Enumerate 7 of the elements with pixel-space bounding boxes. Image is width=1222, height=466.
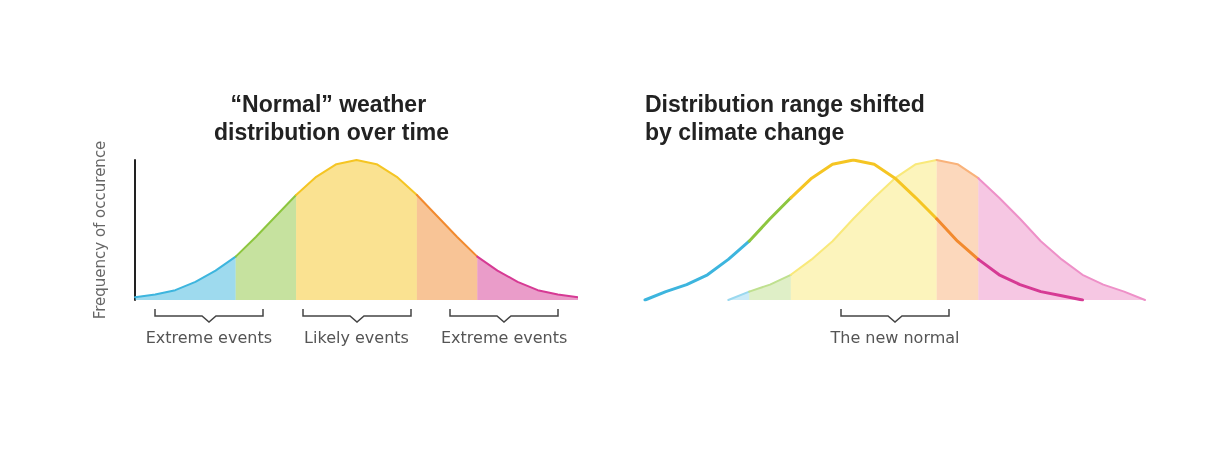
text: Likely events <box>304 328 409 347</box>
y-axis-title: Frequency of occurence <box>90 140 109 320</box>
text: Extreme events <box>440 328 568 347</box>
text: Extreme events <box>145 328 272 347</box>
chart-title: Distribution range shifted by climate change <box>645 91 932 145</box>
text: The new normal <box>830 328 960 347</box>
chart-title: “Normal” weather distribution over time <box>213 91 450 145</box>
